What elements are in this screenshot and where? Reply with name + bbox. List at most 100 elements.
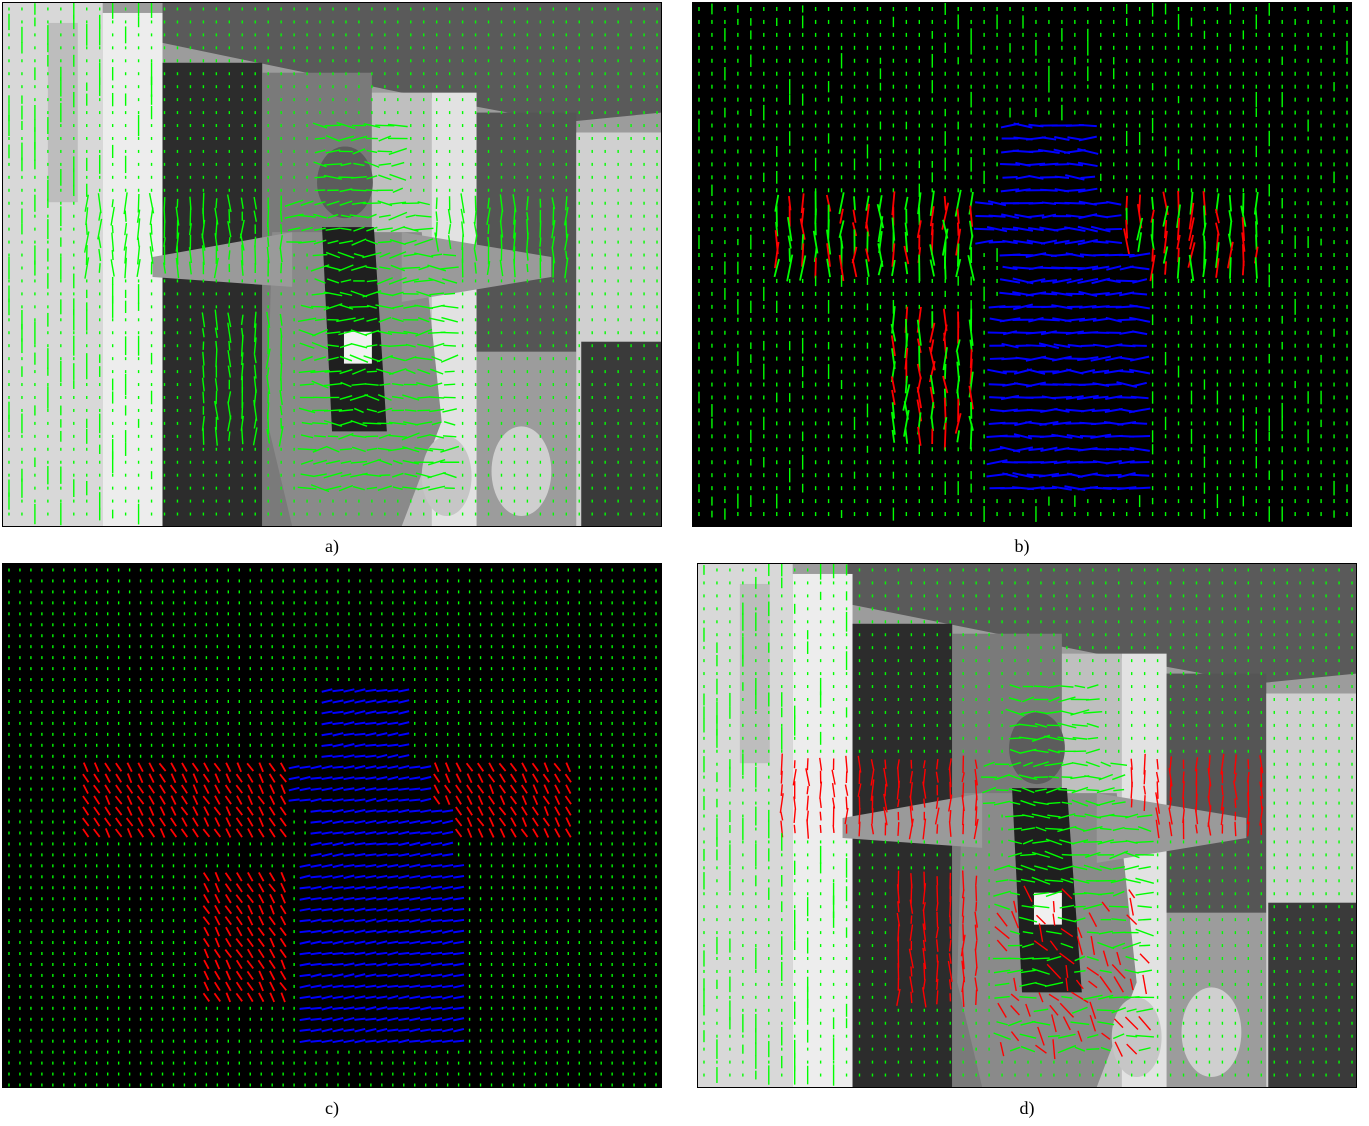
flow-vector-vec-a bbox=[239, 233, 245, 251]
flow-vector-vec-b bbox=[955, 228, 962, 256]
flow-vector-vec-a bbox=[137, 193, 140, 213]
flow-vector-vec-a bbox=[84, 194, 90, 212]
flow-vector-vec-b bbox=[1188, 217, 1195, 241]
flow-vector-vec-a bbox=[487, 197, 490, 209]
flow-vector-vec-a bbox=[366, 279, 377, 283]
flow-vector-vec-a bbox=[376, 354, 393, 363]
flow-vector-vec-a bbox=[499, 259, 504, 277]
flow-vector-vec-a bbox=[513, 258, 516, 278]
flow-vector-vec-a bbox=[366, 370, 378, 373]
flow-vector-vec-b bbox=[1132, 381, 1147, 388]
flow-vector-vec-b bbox=[787, 235, 792, 249]
flow-vector-vec-b bbox=[1128, 407, 1151, 414]
flow-vector-vec-a bbox=[136, 209, 141, 223]
flow-vector-vec-a bbox=[176, 245, 179, 265]
flow-vector-vec-a bbox=[312, 328, 328, 337]
flow-vector-vec-b bbox=[929, 206, 935, 227]
flow-vector-vec-a bbox=[311, 380, 329, 389]
flow-vector-vec-a bbox=[405, 214, 416, 218]
flow-vector-vec-c bbox=[343, 710, 355, 715]
flow-vector-vec-b bbox=[999, 317, 1021, 323]
flow-vector-vec-a bbox=[447, 208, 452, 224]
flow-vector-vec-a bbox=[297, 317, 317, 323]
flow-vector-vec-a bbox=[539, 237, 542, 247]
flow-vector-vec-b bbox=[1132, 278, 1148, 284]
flow-vector-vec-b bbox=[1151, 196, 1155, 210]
flow-vector-vec-a bbox=[564, 233, 569, 251]
flow-vector-vec-a bbox=[350, 175, 367, 179]
flow-vector-vec-a bbox=[300, 473, 314, 477]
flow-vector-vec-c bbox=[332, 688, 344, 693]
flow-vector-vec-a bbox=[388, 434, 407, 438]
flow-vector-vec-a bbox=[324, 485, 342, 491]
flow-vector-vec-c bbox=[376, 710, 388, 715]
flow-vector-vec-a bbox=[124, 246, 128, 264]
flow-vector-vec-a bbox=[403, 330, 419, 335]
flow-vector-vec-a bbox=[377, 394, 392, 401]
flow-vector-vec-a bbox=[565, 220, 568, 239]
flow-vector-vec-a bbox=[149, 207, 154, 225]
flow-vector-vec-a bbox=[312, 122, 328, 129]
flow-vector-vec-a bbox=[366, 213, 377, 219]
flow-vector-vec-a bbox=[240, 197, 244, 210]
flow-vector-vec-a bbox=[314, 149, 326, 154]
flow-vector-vec-a bbox=[350, 460, 368, 464]
flow-vector-vec-a bbox=[417, 396, 431, 399]
flow-vector-vec-a bbox=[98, 236, 102, 248]
flow-vector-vec-a bbox=[323, 174, 343, 180]
flow-vector-vec-a bbox=[150, 223, 153, 235]
flow-vector-vec-a bbox=[442, 408, 457, 413]
flow-vector-vec-a bbox=[338, 303, 354, 310]
flow-vector-vec-b bbox=[865, 248, 870, 262]
flow-vector-vec-b bbox=[853, 196, 856, 211]
flow-vector-vec-b bbox=[989, 408, 1005, 413]
flow-vector-vec-b bbox=[1051, 433, 1073, 439]
flow-vector-vec-a bbox=[486, 261, 491, 275]
flow-vector-vec-b bbox=[1214, 209, 1220, 224]
flow-vector-vec-a bbox=[350, 135, 368, 142]
flow-vector-vec-a bbox=[443, 253, 457, 257]
flow-vector-vec-c bbox=[376, 699, 388, 704]
flow-vector-vec-b bbox=[903, 245, 910, 265]
flow-vector-vec-b bbox=[1064, 226, 1086, 233]
flow-vector-vec-c bbox=[332, 721, 344, 726]
flow-vector-vec-b bbox=[1162, 205, 1169, 227]
flow-vector-vec-c bbox=[398, 710, 410, 715]
flow-vector-vec-a bbox=[473, 235, 478, 250]
panel-b-svg bbox=[693, 3, 1351, 526]
flow-vector-vec-b bbox=[800, 193, 805, 214]
flow-vector-vec-b bbox=[904, 428, 909, 444]
flow-vector-vec-a bbox=[337, 135, 355, 142]
flow-vector-vec-b bbox=[1041, 305, 1057, 309]
flow-vector-vec-a bbox=[417, 317, 430, 323]
flow-vector-vec-a bbox=[429, 368, 444, 375]
flow-vector-vec-a bbox=[415, 214, 432, 218]
flow-vector-vec-b bbox=[1025, 330, 1047, 335]
flow-vector-vec-a bbox=[405, 369, 416, 375]
flow-vector-vec-a bbox=[85, 207, 89, 226]
flow-vector-vec-a bbox=[326, 445, 340, 453]
flow-vector-vec-b bbox=[1188, 254, 1195, 282]
flow-vector-vec-b bbox=[1105, 355, 1123, 362]
flow-vector-vec-b bbox=[1119, 370, 1134, 374]
flow-vector-vec-b bbox=[999, 305, 1021, 309]
flow-vector-vec-a bbox=[552, 258, 555, 278]
flow-vector-vec-b bbox=[1077, 225, 1099, 233]
flow-vector-vec-a bbox=[389, 368, 407, 376]
flow-vector-vec-a bbox=[429, 396, 445, 399]
flow-vector-vec-a bbox=[440, 331, 459, 334]
flow-vector-vec-a bbox=[227, 350, 232, 368]
flow-vector-vec-b bbox=[930, 415, 935, 432]
flow-vector-vec-b bbox=[969, 205, 974, 227]
flow-vector-vec-a bbox=[448, 224, 452, 235]
flow-vector-vec-b bbox=[1215, 222, 1220, 236]
flow-vector-vec-a bbox=[413, 279, 434, 283]
flow-vector-vec-a bbox=[175, 206, 180, 226]
flow-vector-vec-a bbox=[390, 264, 406, 272]
flow-vector-vec-b bbox=[968, 385, 974, 410]
flow-vector-vec-a bbox=[98, 211, 102, 221]
flow-vector-vec-b bbox=[975, 201, 994, 206]
flow-vector-vec-a bbox=[297, 486, 317, 490]
flow-vector-vec-a bbox=[327, 356, 339, 361]
flow-vector-vec-a bbox=[339, 420, 353, 427]
